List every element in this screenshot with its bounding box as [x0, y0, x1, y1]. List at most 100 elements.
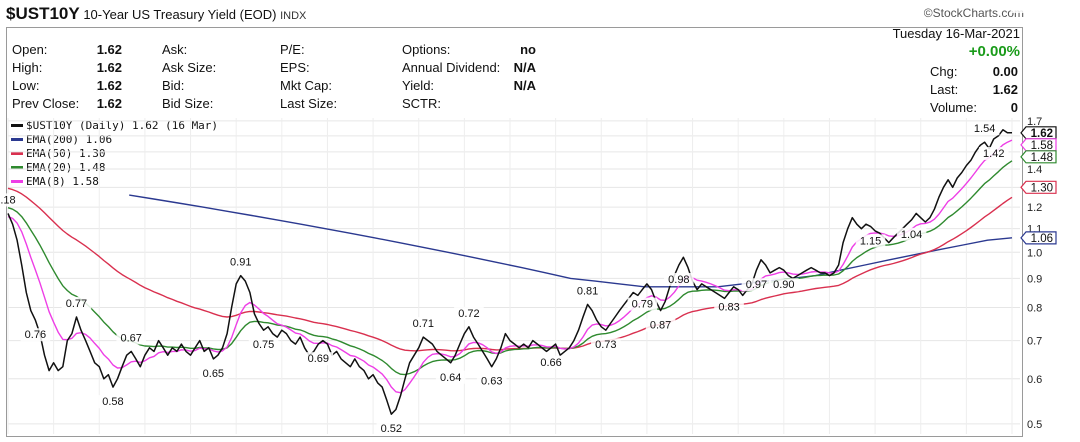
price-label-bg — [896, 227, 927, 241]
price-line — [7, 129, 1012, 415]
price-label-bg — [591, 338, 621, 352]
eps-label: EPS: — [280, 60, 310, 75]
y-tick-label: 1.0 — [1027, 247, 1042, 259]
open-label: Open: — [12, 42, 48, 57]
sctr-label: SCTR: — [402, 96, 441, 111]
chg-value: 0.00 — [992, 64, 1018, 79]
price-label: 0.63 — [481, 376, 502, 388]
price-label: 0.90 — [773, 279, 794, 291]
price-label: 0.87 — [650, 320, 671, 332]
price-labels: .18 0.76 0.77 0.58 0.67 0.65 0.91 0.75 0.69 0.52 0… — [0, 0, 1041, 436]
price-label: 0.71 — [413, 318, 434, 330]
price-label: 0.67 — [121, 332, 142, 344]
value-tag-label: 1.06 — [1031, 233, 1053, 245]
legend-item-ema50[interactable]: EMA(50) 1.30 — [11, 146, 218, 160]
price-label: 1.15 — [860, 235, 881, 247]
price-label: 0.69 — [308, 353, 329, 365]
value-tag — [1020, 150, 1057, 164]
price-label-bg — [248, 338, 279, 352]
ask-size-label: Ask Size: — [162, 60, 217, 75]
price-label: 0.73 — [595, 339, 616, 351]
y-tick-label: 1.7 — [1027, 116, 1042, 128]
price-label: 1.54 — [974, 123, 995, 135]
price-label: 0.75 — [253, 339, 274, 351]
legend-label: $UST10Y (Daily) 1.62 (16 Mar) — [26, 118, 219, 132]
y-tick-label: 0.7 — [1027, 336, 1042, 348]
brand-logo[interactable]: ©StockCharts.com — [923, 6, 1024, 20]
price-label-bg — [476, 374, 507, 388]
ema50-line — [7, 187, 1013, 352]
price-label: 0.97 — [746, 279, 767, 291]
price-label: 0.64 — [440, 372, 461, 384]
gridlines — [7, 118, 1020, 434]
low-label: Low: — [12, 78, 40, 93]
options-value: no — [520, 42, 536, 57]
legend-item-ema20[interactable]: EMA(20) 1.48 — [11, 160, 218, 174]
legend-item-price[interactable]: $UST10Y (Daily) 1.62 (16 Mar) — [11, 118, 218, 132]
options-label: Options: — [402, 42, 451, 57]
price-label-bg — [98, 395, 128, 409]
right-value-tags: 1.621.581.48 1.30 1.06 — [1020, 126, 1057, 245]
price-label: 0.76 — [25, 329, 46, 341]
ema8-line — [7, 139, 1013, 394]
mkt-cap-label: Mkt Cap: — [280, 78, 333, 93]
price-label: 0.77 — [66, 298, 87, 310]
price-label: 0.81 — [577, 285, 598, 297]
value-tag-label: 1.30 — [1031, 182, 1053, 194]
high-label: High: — [12, 60, 43, 75]
price-label-bg — [61, 296, 92, 310]
price-label-bg — [572, 284, 603, 298]
price-label: 0.66 — [540, 357, 561, 369]
ema200-line — [129, 194, 1013, 288]
dividend-label: Annual Dividend: — [402, 60, 501, 75]
bid-label: Bid: — [162, 78, 185, 93]
ema20-line — [7, 160, 1013, 376]
y-tick-label: 1.2 — [1027, 202, 1042, 214]
price-label-bg — [198, 366, 229, 380]
price-label: 0.91 — [230, 257, 251, 269]
y-tick-label: 0.9 — [1027, 273, 1042, 285]
price-label-bg — [116, 331, 147, 345]
price-label-bg — [225, 255, 256, 269]
price-label: 1.04 — [901, 229, 922, 241]
price-label-bg — [855, 234, 886, 248]
price-label-bg — [303, 352, 334, 366]
price-label-bg — [536, 355, 566, 369]
value-tag-label: 1.48 — [1031, 152, 1053, 164]
price-label-bg — [769, 278, 799, 292]
legend-swatch — [11, 165, 23, 169]
legend-swatch — [11, 179, 23, 183]
legend-swatch — [11, 137, 23, 141]
price-label-bg — [664, 272, 694, 286]
bid-size-label: Bid Size: — [162, 96, 214, 111]
last-label: Last: — [930, 82, 959, 97]
high-value: 1.62 — [96, 60, 122, 75]
prev-close-value: 1.62 — [96, 96, 122, 111]
value-tag-label: 1.62 — [1031, 128, 1053, 140]
price-label: 0.58 — [102, 396, 123, 408]
chart-frame — [6, 27, 1023, 437]
last-size-label: Last Size: — [280, 96, 338, 111]
price-label: .18 — [0, 194, 15, 206]
legend-label: EMA(20) 1.48 — [26, 160, 106, 174]
legend-item-ema8[interactable]: EMA(8) 1.58 — [11, 174, 218, 188]
legend-swatch — [11, 123, 23, 127]
percent-change: +0.00% — [968, 43, 1020, 60]
pe-label: P/E: — [280, 42, 305, 57]
price-label: 0.65 — [203, 368, 224, 380]
price-label-bg — [408, 317, 439, 331]
price-label-bg — [1010, 0, 1041, 13]
price-label-bg — [978, 147, 1009, 161]
y-tick-label: 0.6 — [1027, 374, 1042, 386]
chart-title: $UST10Y 10-Year US Treasury Yield (EOD) … — [6, 4, 306, 24]
price-label-bg — [969, 122, 1000, 136]
price-label-bg — [645, 318, 676, 332]
legend-label: EMA(8) 1.58 — [26, 174, 99, 188]
price-label-bg — [376, 422, 407, 436]
price-label: 0.72 — [458, 308, 479, 320]
prev-close-label: Prev Close: — [12, 96, 80, 111]
price-label-bg — [627, 297, 658, 311]
price-label-bg — [20, 328, 51, 342]
dividend-value: N/A — [513, 60, 536, 75]
